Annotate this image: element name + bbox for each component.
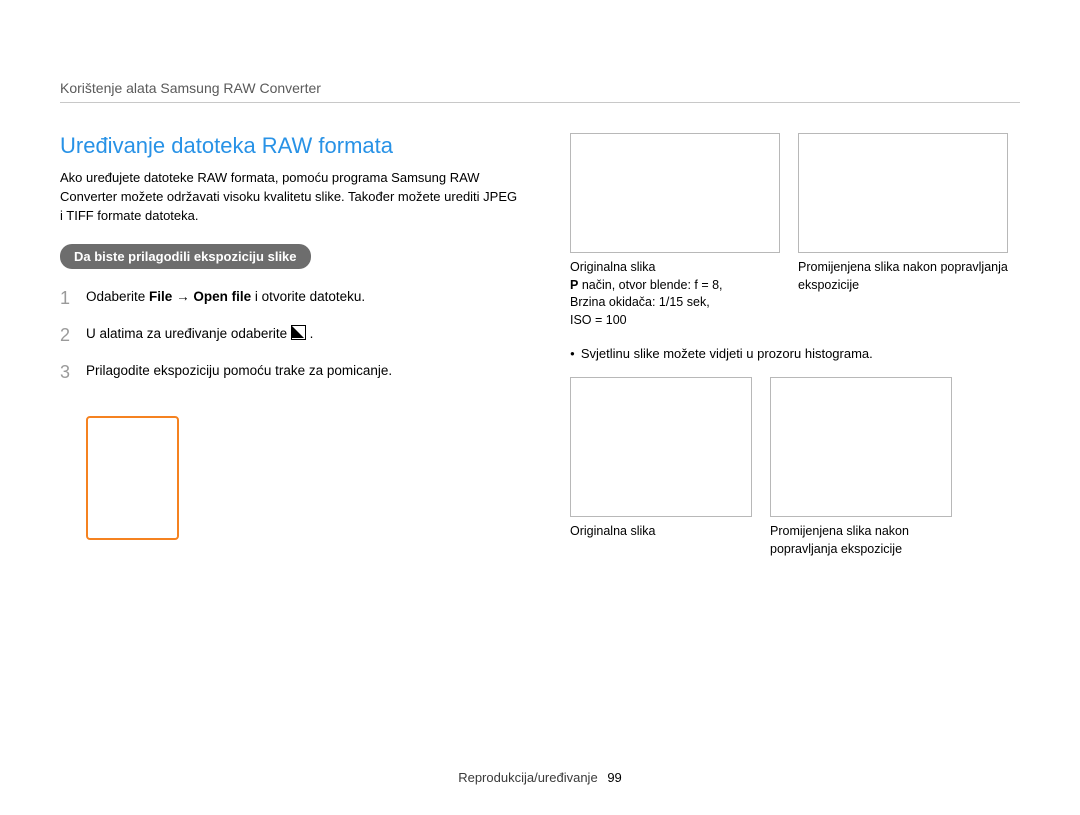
step1-bold1: File bbox=[149, 289, 172, 304]
intro-text: Ako uređujete datoteke RAW formata, pomo… bbox=[60, 169, 520, 226]
caption-text: način, otvor blende: f = 8, bbox=[578, 278, 722, 292]
modified-image-2 bbox=[770, 377, 952, 517]
caption-line: P način, otvor blende: f = 8, bbox=[570, 277, 780, 295]
step1-prefix: Odaberite bbox=[86, 289, 149, 304]
footer-label: Reprodukcija/uređivanje bbox=[458, 770, 597, 785]
step-text: Odaberite File → Open ﬁle i otvorite dat… bbox=[86, 285, 365, 307]
exposure-icon bbox=[291, 325, 306, 340]
caption-row-2: Originalna slika Promijenjena slika nako… bbox=[570, 523, 1010, 558]
caption-modified-2: Promijenjena slika nakon popravljanja ek… bbox=[770, 523, 952, 558]
caption-original-2: Originalna slika bbox=[570, 523, 752, 558]
step-number: 1 bbox=[60, 285, 74, 312]
section-pill: Da biste prilagodili ekspoziciju slike bbox=[60, 244, 311, 269]
bullet-text: Svjetlinu slike možete vidjeti u prozoru… bbox=[581, 346, 873, 361]
image-row-2 bbox=[570, 377, 1010, 517]
caption-line: Originalna slika bbox=[570, 259, 780, 277]
step-number: 2 bbox=[60, 322, 74, 349]
step-2: 2 U alatima za uređivanje odaberite . bbox=[60, 322, 530, 349]
orange-highlight-box bbox=[86, 416, 179, 540]
step2-after: . bbox=[310, 326, 314, 341]
caption-line: ISO = 100 bbox=[570, 312, 780, 330]
step2-before: U alatima za uređivanje odaberite bbox=[86, 326, 291, 341]
page-title: Uređivanje datoteka RAW formata bbox=[60, 133, 530, 159]
step-3: 3 Prilagodite ekspoziciju pomoću trake z… bbox=[60, 359, 530, 386]
step-text: Prilagodite ekspoziciju pomoću trake za … bbox=[86, 359, 392, 381]
right-column: Originalna slika P način, otvor blende: … bbox=[570, 133, 1010, 574]
caption-modified-1: Promijenjena slika nakon popravljanja ek… bbox=[798, 259, 1008, 329]
step1-bold2: Open ﬁle bbox=[193, 289, 251, 304]
breadcrumb: Korištenje alata Samsung RAW Converter bbox=[60, 80, 1020, 103]
step-1: 1 Odaberite File → Open ﬁle i otvorite d… bbox=[60, 285, 530, 312]
original-image-1 bbox=[570, 133, 780, 253]
page-footer: Reprodukcija/uređivanje 99 bbox=[0, 770, 1080, 785]
footer-page-number: 99 bbox=[607, 770, 621, 785]
step1-suffix: i otvorite datoteku. bbox=[251, 289, 365, 304]
image-row-1 bbox=[570, 133, 1010, 253]
step-text: U alatima za uređivanje odaberite . bbox=[86, 322, 313, 344]
bullet-note: ● Svjetlinu slike možete vidjeti u prozor… bbox=[570, 345, 1010, 363]
caption-original-1: Originalna slika P način, otvor blende: … bbox=[570, 259, 780, 329]
caption-row-1: Originalna slika P način, otvor blende: … bbox=[570, 259, 1010, 329]
caption-line: Brzina okidača: 1/15 sek, bbox=[570, 294, 780, 312]
bullet-dot-icon: ● bbox=[570, 349, 575, 358]
original-image-2 bbox=[570, 377, 752, 517]
left-column: Uređivanje datoteka RAW formata Ako uređ… bbox=[60, 133, 530, 574]
step-number: 3 bbox=[60, 359, 74, 386]
modified-image-1 bbox=[798, 133, 1008, 253]
step1-arrow: → bbox=[172, 289, 193, 304]
